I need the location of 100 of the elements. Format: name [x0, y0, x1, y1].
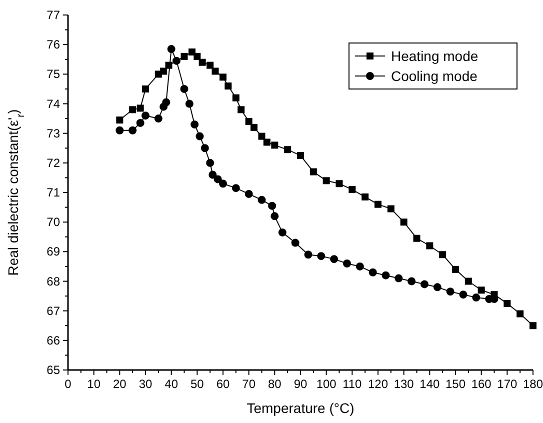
x-tick-label: 150 — [445, 377, 466, 391]
x-tick-label: 120 — [368, 377, 388, 391]
point — [162, 98, 170, 106]
x-tick-label: 140 — [420, 377, 440, 391]
y-tick-label: 65 — [46, 363, 60, 377]
x-axis-title: Temperature (°C) — [246, 400, 354, 416]
point — [196, 132, 204, 140]
point — [478, 286, 485, 294]
point — [336, 180, 343, 188]
point — [516, 310, 524, 318]
point — [258, 132, 266, 140]
point — [190, 120, 199, 128]
point — [136, 118, 144, 127]
point — [136, 104, 144, 112]
point — [446, 288, 454, 296]
point — [530, 322, 536, 330]
point — [185, 100, 194, 108]
point — [408, 277, 416, 286]
x-tick-label: 40 — [164, 377, 178, 391]
y-tick-label: 66 — [46, 333, 60, 348]
point — [284, 146, 292, 154]
point — [214, 175, 222, 184]
point — [343, 260, 351, 268]
point — [172, 56, 180, 65]
point — [310, 168, 317, 176]
point — [452, 266, 459, 273]
point — [322, 177, 330, 184]
point — [356, 262, 364, 270]
point — [420, 280, 428, 288]
point — [116, 126, 124, 134]
legend-label: Heating mode — [391, 48, 478, 64]
point — [330, 255, 338, 264]
point — [382, 271, 390, 280]
point — [206, 158, 214, 167]
point — [238, 106, 245, 114]
point — [439, 251, 446, 258]
y-tick-label: 69 — [46, 244, 60, 259]
y-tick-label: 76 — [46, 38, 60, 52]
point — [224, 82, 232, 90]
y-tick-label: 71 — [46, 186, 60, 200]
point — [400, 218, 408, 226]
x-tick-label: 100 — [316, 377, 337, 391]
x-tick-label: 80 — [268, 377, 282, 391]
point — [374, 200, 382, 208]
point — [200, 144, 209, 152]
y-tick-label: 70 — [46, 215, 60, 230]
x-tick-label: 60 — [216, 377, 230, 391]
point — [291, 238, 300, 247]
point — [394, 274, 403, 282]
x-tick-label: 70 — [242, 377, 256, 391]
point — [270, 212, 279, 220]
y-tick-label: 68 — [46, 274, 60, 288]
point — [263, 138, 270, 146]
point — [206, 62, 214, 69]
x-tick-label: 160 — [471, 377, 492, 391]
point — [198, 58, 206, 66]
point — [268, 202, 276, 210]
point — [362, 193, 369, 200]
point — [387, 205, 394, 212]
point — [413, 234, 420, 242]
x-tick-label: 20 — [112, 377, 127, 391]
y-tick-label: 73 — [46, 126, 60, 140]
point — [180, 52, 188, 60]
y-tick-label: 72 — [46, 156, 60, 170]
point — [180, 84, 188, 93]
point — [212, 68, 219, 75]
x-tick-label: 130 — [394, 377, 414, 391]
point — [464, 278, 472, 285]
y-tick-label: 75 — [46, 67, 60, 82]
point — [219, 180, 227, 188]
point — [459, 290, 468, 299]
x-tick-label: 170 — [497, 377, 518, 391]
point — [142, 85, 149, 92]
point — [426, 242, 434, 250]
point — [278, 228, 286, 236]
y-tick-label: 67 — [46, 304, 60, 318]
point — [433, 283, 442, 292]
point — [258, 196, 266, 204]
point — [142, 112, 150, 120]
point — [232, 94, 240, 102]
point — [304, 250, 312, 259]
point — [504, 300, 511, 307]
point — [317, 252, 326, 260]
x-tick-label: 30 — [138, 377, 152, 391]
point — [368, 268, 377, 276]
point — [245, 118, 252, 125]
point — [250, 124, 258, 131]
x-tick-label: 90 — [294, 377, 308, 391]
point — [160, 68, 168, 75]
point — [348, 186, 356, 194]
point — [220, 74, 226, 81]
point — [297, 152, 304, 160]
x-tick-label: 10 — [87, 377, 101, 391]
point — [154, 114, 162, 123]
point — [167, 45, 176, 54]
x-tick-label: 0 — [64, 377, 72, 391]
x-tick-label: 180 — [522, 377, 543, 391]
y-tick-label: 77 — [46, 8, 60, 22]
point — [129, 106, 136, 114]
point — [271, 142, 278, 149]
